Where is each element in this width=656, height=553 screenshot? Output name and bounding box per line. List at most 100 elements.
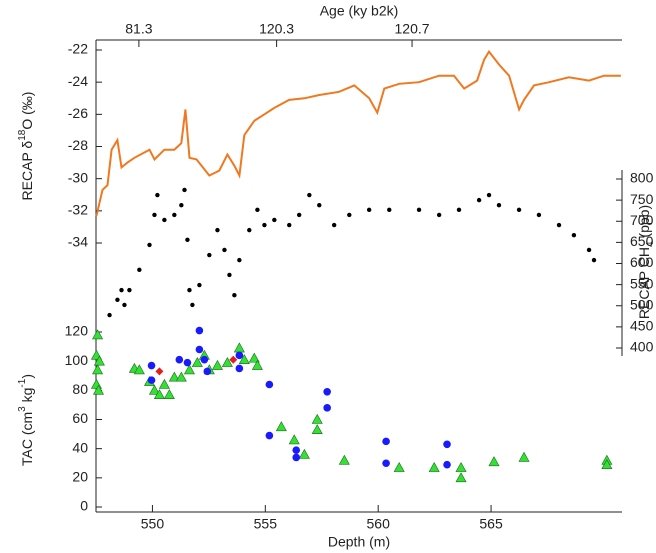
circle-marker <box>292 453 301 462</box>
y-tick-label: -34 <box>68 234 88 250</box>
y-tick-label: -32 <box>68 202 88 218</box>
triangle-marker <box>393 462 405 472</box>
triangle-marker <box>488 456 500 467</box>
circle-marker <box>586 247 592 253</box>
circle-marker <box>172 212 177 218</box>
triangle-marker <box>455 472 467 483</box>
circle-marker <box>265 380 274 389</box>
circle-marker <box>147 242 152 248</box>
y-tick-label: 120 <box>65 323 89 339</box>
circle-marker <box>162 217 167 223</box>
circle-marker <box>571 232 577 238</box>
circle-marker <box>190 302 195 308</box>
circle-marker <box>456 207 462 213</box>
circle-marker <box>382 459 390 468</box>
circle-marker <box>197 282 202 288</box>
triangle-marker <box>92 364 104 375</box>
circle-marker <box>591 257 597 263</box>
circle-marker <box>255 207 260 213</box>
circle-marker <box>195 345 204 354</box>
triangle-marker <box>90 378 102 389</box>
x-tick-label: 560 <box>367 516 391 532</box>
circle-marker <box>183 358 192 367</box>
circle-marker <box>237 257 242 263</box>
circle-marker <box>347 212 352 218</box>
y-tick-label: 40 <box>72 439 88 455</box>
circle-marker <box>296 212 302 218</box>
y-axis-title-sup: -1 <box>17 378 28 387</box>
triangle-marker <box>183 364 195 375</box>
circle-marker <box>323 387 331 396</box>
y2-tick-label: 550 <box>630 275 654 291</box>
y-axis-title: TAC (cm3 kg-1) <box>17 374 35 466</box>
x-tick-label: 555 <box>254 516 278 532</box>
triangle-marker <box>233 342 245 353</box>
circle-marker <box>443 460 451 469</box>
y2-tick-label: 600 <box>630 254 654 270</box>
circle-marker <box>366 207 372 213</box>
y-axis-title: RECAP δ18O (‰) <box>17 92 35 201</box>
x2-tick-label: 81.3 <box>125 21 152 37</box>
circle-marker <box>207 252 212 258</box>
circle-marker <box>235 364 244 373</box>
x-tick-label: 550 <box>141 516 165 532</box>
triangle-marker <box>518 451 530 462</box>
circle-marker <box>232 292 237 298</box>
triangle-marker <box>298 448 310 459</box>
circle-marker <box>222 247 227 253</box>
circle-marker <box>182 187 187 193</box>
triangle-marker <box>601 459 613 470</box>
triangle-marker <box>191 357 203 367</box>
circle-marker <box>119 287 124 293</box>
y-tick-label: -24 <box>68 73 88 89</box>
circle-marker <box>195 326 204 335</box>
circle-marker <box>416 207 422 213</box>
circle-marker <box>382 437 390 446</box>
circle-marker <box>556 222 562 228</box>
y-axis-title-part: kg <box>19 388 35 407</box>
y-tick-label: -22 <box>68 41 88 57</box>
y2-tick-label: 400 <box>630 339 654 355</box>
y-tick-label: 80 <box>72 381 88 397</box>
circle-marker <box>155 192 160 198</box>
x2-tick-label: 120.7 <box>395 21 430 37</box>
y2-tick-label: 500 <box>630 296 654 312</box>
y2-tick-label: 700 <box>630 212 654 228</box>
circle-marker <box>147 376 156 384</box>
triangle-marker <box>288 434 300 445</box>
diamond-marker <box>229 355 238 364</box>
triangle-marker <box>93 355 105 366</box>
data-line <box>95 49 621 216</box>
circle-marker <box>486 192 492 198</box>
circle-marker <box>387 207 392 213</box>
circle-marker <box>536 212 542 218</box>
y2-tick-label: 450 <box>630 318 654 334</box>
y-tick-label: 0 <box>80 498 88 514</box>
y-axis-title-part: O (‰) <box>19 92 35 130</box>
circle-marker <box>496 202 502 208</box>
circle-marker <box>175 355 184 364</box>
circle-marker <box>287 222 292 228</box>
y2-tick-label: 800 <box>630 170 654 186</box>
x2-tick-label: 120.3 <box>259 21 294 37</box>
circle-marker <box>179 202 184 208</box>
circle-marker <box>443 440 451 449</box>
y2-axis-title-part: RECAP CH <box>636 247 652 319</box>
y-axis-title-part: TAC (cm <box>19 412 35 466</box>
y2-tick-label: 750 <box>630 191 654 207</box>
triangle-marker <box>428 462 440 472</box>
circle-marker <box>127 287 132 293</box>
circle-marker <box>331 222 337 228</box>
y2-axis-title-part: (ppb) <box>636 205 652 242</box>
y-axis-title-part: ) <box>19 374 35 379</box>
circle-marker <box>227 272 232 278</box>
y-tick-label: -26 <box>68 105 88 121</box>
triangle-marker <box>158 378 170 389</box>
circle-marker <box>292 446 301 454</box>
triangle-marker <box>148 384 160 395</box>
circle-marker <box>262 222 267 228</box>
circle-marker <box>115 297 120 303</box>
circle-marker <box>187 287 192 293</box>
circle-marker <box>247 227 252 233</box>
